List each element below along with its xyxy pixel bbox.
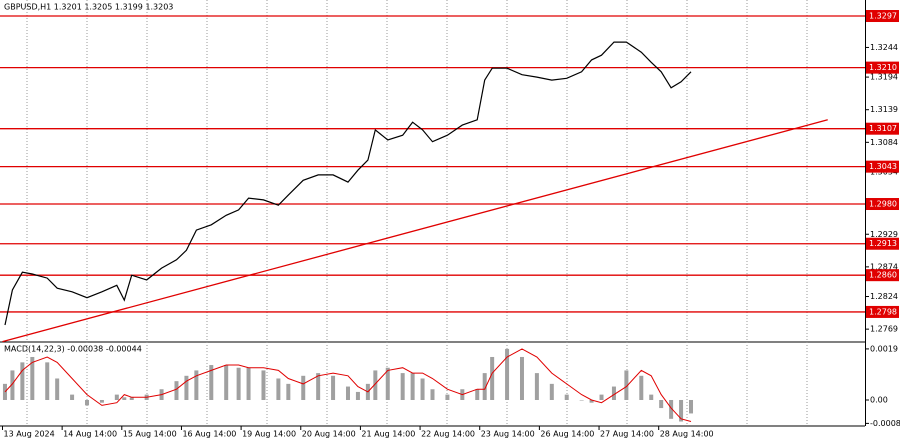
macd-bar	[505, 348, 510, 400]
level-label: 1.2913	[869, 239, 897, 248]
level-label: 1.2980	[869, 200, 897, 209]
macd-bar	[45, 362, 50, 400]
x-tick-label: 26 Aug 14:00	[540, 430, 594, 439]
y-tick-label: 1.3139	[870, 105, 898, 114]
price-line	[4, 41, 692, 326]
y-tick-label: 1.2874	[870, 262, 898, 271]
level-label-box	[866, 10, 899, 23]
macd-bar	[519, 356, 524, 400]
macd-bar	[184, 375, 189, 400]
macd-bar	[689, 399, 694, 414]
y-tick-label: 1.3084	[870, 138, 898, 147]
macd-bar	[174, 381, 179, 400]
macd-bar	[331, 375, 336, 400]
macd-bar	[611, 386, 616, 400]
macd-bar	[373, 370, 378, 400]
macd-bar	[639, 375, 644, 400]
x-tick-label: 27 Aug 14:00	[600, 430, 654, 439]
macd-bar	[246, 367, 251, 400]
level-label: 1.2798	[869, 307, 897, 316]
y-tick-label: 1.3244	[870, 43, 898, 52]
chart-title: GBPUSD,H1 1.3201 1.3205 1.3199 1.3203	[4, 3, 173, 12]
y-tick-label: 0.00	[870, 395, 888, 404]
macd-bar	[99, 399, 104, 403]
macd-bar	[430, 389, 435, 400]
x-tick-label: 20 Aug 14:00	[302, 430, 356, 439]
macd-bar	[445, 394, 450, 400]
macd-bar	[355, 391, 360, 400]
macd-bar	[316, 373, 321, 400]
macd-bar	[84, 399, 89, 406]
level-label: 1.3297	[869, 12, 897, 21]
macd-bar	[475, 389, 480, 400]
macd-bar	[114, 394, 119, 400]
level-label-box	[866, 122, 899, 135]
x-tick-label: 19 Aug 14:00	[242, 430, 296, 439]
macd-bar	[579, 399, 584, 401]
macd-bar	[400, 373, 405, 400]
macd-bar	[55, 378, 60, 400]
y-tick-label: 1.2824	[870, 292, 898, 301]
x-tick-label: 13 Aug 2024	[3, 430, 54, 439]
macd-bar	[490, 356, 495, 400]
signal-line	[4, 348, 692, 422]
macd-bar	[420, 378, 425, 400]
y-tick-label: -0.00087	[870, 419, 900, 428]
macd-bar	[70, 394, 75, 400]
macd-bar	[410, 373, 415, 400]
macd-bar	[589, 399, 594, 403]
macd-bar	[549, 383, 554, 400]
macd-bar	[20, 362, 25, 400]
macd-bar	[599, 394, 604, 400]
y-tick-label: 0.0019	[870, 344, 898, 353]
macd-bar	[194, 370, 199, 400]
level-label: 1.3107	[869, 124, 897, 133]
macd-bar	[10, 370, 15, 400]
macd-bar	[122, 397, 127, 400]
macd-title: MACD(14,22,3) -0.00038 -0.00044	[4, 345, 142, 354]
y-tick-label: 1.2929	[870, 230, 898, 239]
x-tick-label: 22 Aug 14:00	[421, 430, 475, 439]
macd-bar	[345, 386, 350, 400]
trendline	[2, 119, 828, 343]
macd-bar	[129, 397, 134, 400]
macd-bar	[276, 378, 281, 400]
level-label-box	[866, 61, 899, 74]
macd-bar	[534, 373, 539, 400]
x-tick-label: 14 Aug 14:00	[63, 430, 117, 439]
macd-bar	[30, 356, 35, 400]
macd-bar	[2, 383, 7, 400]
macd-bar	[482, 373, 487, 400]
level-label-box	[866, 269, 899, 282]
x-tick-label: 23 Aug 14:00	[481, 430, 535, 439]
level-label-box	[866, 237, 899, 250]
level-label-box	[866, 160, 899, 173]
macd-bar	[261, 370, 266, 400]
macd-bar	[669, 399, 674, 419]
x-tick-label: 21 Aug 14:00	[361, 430, 415, 439]
level-label: 1.2860	[869, 271, 897, 280]
y-tick-label: 1.2769	[870, 325, 898, 334]
y-tick-label: 1.3194	[870, 73, 898, 82]
level-label-box	[866, 305, 899, 318]
macd-bar	[659, 399, 664, 409]
x-tick-label: 28 Aug 14:00	[660, 430, 714, 439]
macd-bar	[385, 367, 390, 400]
macd-bar	[209, 365, 214, 400]
x-tick-label: 16 Aug 14:00	[182, 430, 236, 439]
macd-bar	[301, 375, 306, 400]
x-tick-label: 15 Aug 14:00	[123, 430, 177, 439]
macd-bar	[679, 399, 684, 422]
level-label: 1.3210	[869, 63, 897, 72]
level-label: 1.3043	[869, 162, 897, 171]
macd-bar	[224, 365, 229, 400]
macd-bar	[624, 370, 629, 400]
macd-bar	[564, 394, 569, 400]
macd-bar	[649, 394, 654, 400]
level-label-box	[866, 198, 899, 211]
macd-bar	[286, 383, 291, 400]
macd-bar	[236, 367, 241, 400]
